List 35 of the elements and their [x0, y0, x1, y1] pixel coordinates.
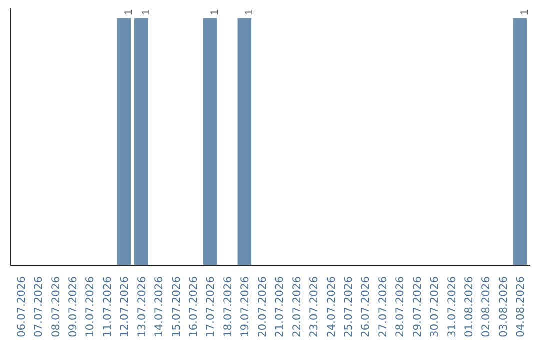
x-tick-label: 09.07.2026: [66, 276, 80, 338]
x-tick-label: 28.07.2026: [394, 276, 407, 338]
x-tick-label: 29.07.2026: [410, 276, 424, 338]
x-tick-label: 23.07.2026: [308, 276, 321, 338]
x-tick-label: 07.07.2026: [32, 276, 46, 338]
data-label: 1: [519, 9, 532, 16]
x-tick-label: 21.07.2026: [273, 276, 286, 338]
x-tick-label: 26.07.2026: [359, 276, 372, 338]
x-tick-label: 31.07.2026: [445, 276, 458, 338]
x-tick-label: 14.07.2026: [152, 276, 166, 338]
x-tick-label: 01.08.2026: [462, 276, 476, 338]
x-tick-label: 12.07.2026: [118, 276, 132, 338]
x-tick-label: 18.07.2026: [221, 276, 234, 338]
x-tick-label: 04.08.2026: [514, 276, 528, 338]
x-tick-label: 10.07.2026: [84, 276, 97, 338]
data-label: 1: [244, 9, 256, 16]
data-label: 1: [123, 9, 136, 16]
x-tick-label: 24.07.2026: [324, 276, 338, 338]
data-label: 1: [140, 9, 152, 16]
x-tick-label: 15.07.2026: [170, 276, 183, 338]
x-tick-label: 17.07.2026: [204, 276, 218, 338]
x-tick-label: 30.07.2026: [428, 276, 442, 338]
x-tick-label: 22.07.2026: [290, 276, 304, 338]
x-tick-label: 13.07.2026: [135, 276, 148, 338]
x-tick-label: 06.07.2026: [14, 276, 28, 338]
x-tick-label: 16.07.2026: [187, 276, 200, 338]
x-tick-label: 11.07.2026: [100, 276, 114, 338]
x-tick-label: 02.08.2026: [480, 276, 493, 338]
x-tick-label: 19.07.2026: [238, 276, 252, 338]
x-tick-label: 27.07.2026: [376, 276, 390, 338]
x-tick-label: 03.08.2026: [496, 276, 510, 338]
x-tick-label: 20.07.2026: [256, 276, 269, 338]
x-tick-label: 08.07.2026: [49, 276, 62, 338]
x-tick-label: 25.07.2026: [342, 276, 355, 338]
data-label: 1: [209, 9, 222, 16]
